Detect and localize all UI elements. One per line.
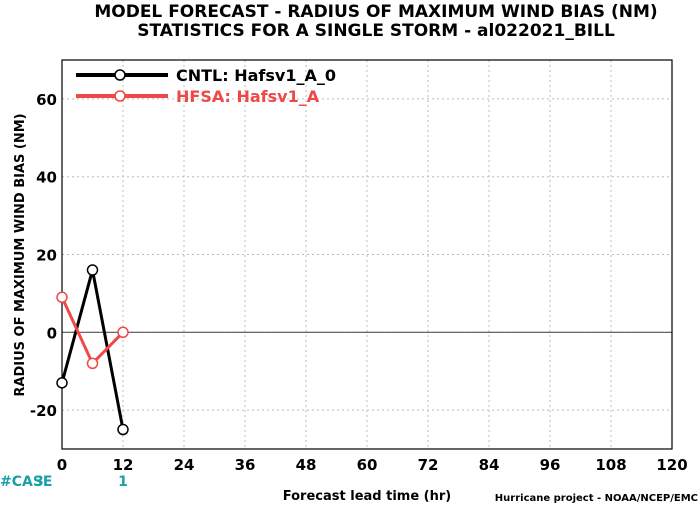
case-label: #CASE: [0, 474, 53, 490]
series-point-1: [117, 326, 129, 339]
y-tick-labels: -20 0 20 40 60: [30, 91, 57, 420]
case-count: 1: [118, 474, 128, 490]
x-tick-labels: 0 12 24 36 48 60 72 84 96 108 120: [57, 456, 688, 474]
x-tick-label: 72: [418, 456, 439, 474]
legend: CNTL: Hafsv1_A_0 HFSA: Hafsv1_A: [76, 66, 336, 106]
x-tick-label: 96: [540, 456, 561, 474]
credit-text: Hurricane project - NOAA/NCEP/EMC: [495, 493, 698, 504]
grid: [62, 60, 672, 449]
series-line-0: [60, 269, 125, 430]
x-tick-label: 120: [656, 456, 687, 474]
legend-label-cntl: CNTL: Hafsv1_A_0: [176, 66, 336, 85]
x-tick-label: 0: [57, 456, 67, 474]
chart-title-line1: MODEL FORECAST - RADIUS OF MAXIMUM WIND …: [94, 2, 657, 22]
series-point-0: [86, 264, 99, 276]
chart-title-line2: STATISTICS FOR A SINGLE STORM - al022021…: [137, 21, 615, 41]
y-axis-label: RADIUS OF MAXIMUM WIND BIAS (NM): [13, 113, 28, 396]
x-tick-label: 24: [174, 456, 195, 474]
x-tick-label: 12: [113, 456, 134, 474]
y-tick-label: -20: [30, 402, 57, 420]
x-tick-label: 36: [235, 456, 256, 474]
legend-marker-hfsa: [114, 90, 126, 102]
y-tick-label: 40: [36, 169, 57, 187]
y-tick-label: 60: [36, 91, 57, 109]
x-tick-label: 60: [357, 456, 378, 474]
series-point-1: [56, 291, 68, 304]
y-tick-label: 20: [36, 247, 57, 265]
x-tick-label: 48: [296, 456, 317, 474]
series-point-0: [56, 377, 68, 389]
x-axis-label: Forecast lead time (hr): [283, 489, 451, 504]
legend-label-hfsa: HFSA: Hafsv1_A: [176, 87, 320, 106]
series-point-0: [117, 423, 129, 436]
x-tick-label: 84: [479, 456, 500, 474]
case-count: 3: [34, 474, 44, 490]
plot-frame: [61, 59, 673, 450]
series-point-1: [86, 357, 99, 370]
x-tick-label: 108: [595, 456, 626, 474]
series-layer: [56, 264, 129, 436]
legend-marker-cntl: [114, 69, 126, 81]
y-tick-label: 0: [47, 324, 57, 342]
